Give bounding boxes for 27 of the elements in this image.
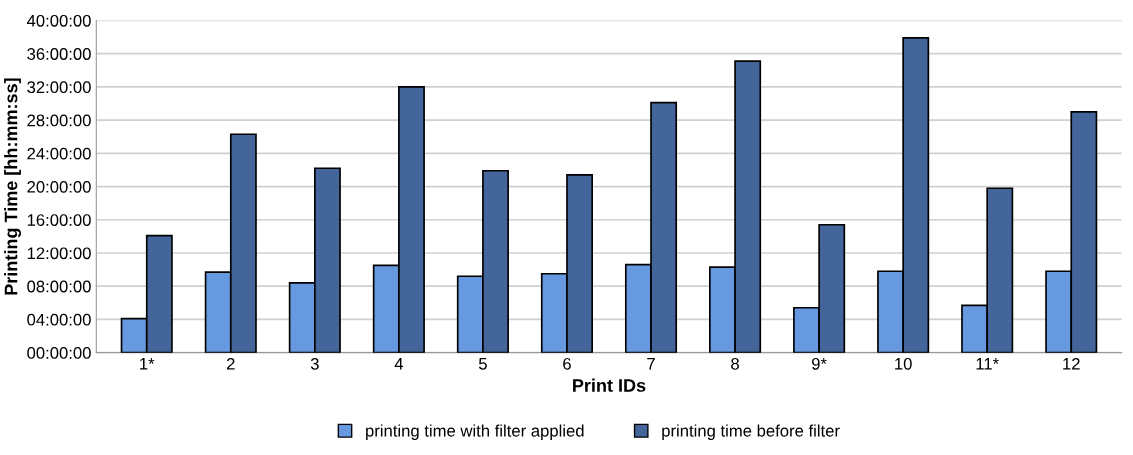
legend-label: printing time before filter [662,424,840,440]
y-tick-label: 16:00:00 [27,214,91,226]
y-tick-label: 36:00:00 [27,48,91,60]
x-tick-label: 4 [394,358,404,370]
x-tick-label: 2 [226,357,235,370]
x-tick-label: 7 [647,358,655,370]
y-tick-label: 04:00:00 [27,313,91,326]
y-tick-label: 08:00:00 [27,280,91,293]
x-axis-title: Print IDs [573,378,646,392]
x-tick-label: 9* [812,357,827,370]
x-tick-label: 11* [976,358,999,370]
x-tick-label: 3 [310,357,319,370]
y-tick-label: 32:00:00 [27,81,91,94]
y-tick-label: 24:00:00 [27,147,91,160]
y-tick-label: 28:00:00 [27,114,91,127]
x-tick-label: 10 [895,357,912,370]
y-tick-label: 20:00:00 [27,180,91,193]
y-tick-label: 00:00:00 [27,347,91,359]
x-tick-label: 6 [563,357,571,370]
x-tick-label: 5 [478,358,487,370]
y-axis-title: Printing Time [hh:mm:ss] [4,78,22,295]
x-tick-label: 12 [1063,357,1080,370]
x-tick-label: 8 [731,357,739,370]
x-tick-label: 1* [140,358,155,370]
y-tick-label: 40:00:00 [26,14,91,27]
y-tick-label: 12:00:00 [27,247,91,260]
legend-label: printing time with filter applied [366,424,584,440]
